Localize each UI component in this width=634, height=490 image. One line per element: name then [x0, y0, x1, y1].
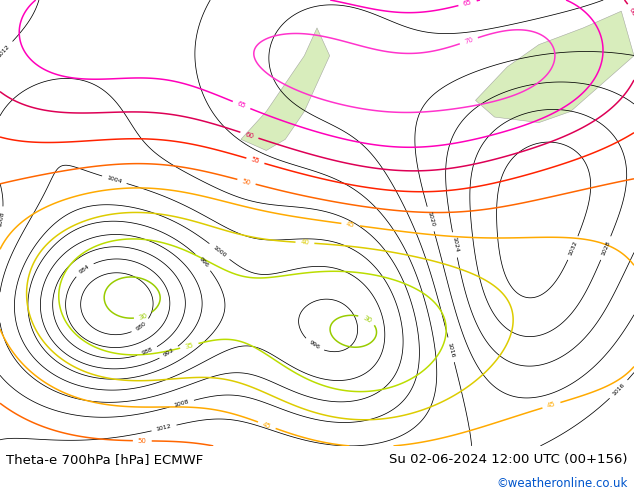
Text: 65: 65	[236, 100, 247, 109]
Text: 60: 60	[628, 7, 634, 18]
Text: 45: 45	[547, 401, 557, 409]
Text: 1004: 1004	[106, 175, 122, 184]
Text: 1016: 1016	[612, 382, 626, 396]
Text: 35: 35	[184, 342, 195, 350]
Text: 1008: 1008	[174, 399, 190, 408]
Text: 30: 30	[362, 315, 373, 324]
Text: 996: 996	[197, 256, 209, 269]
Text: 1028: 1028	[600, 240, 611, 256]
Text: 992: 992	[162, 347, 176, 358]
Text: 45: 45	[346, 221, 356, 228]
Text: 60: 60	[244, 131, 255, 140]
Text: 1012: 1012	[156, 424, 172, 432]
Text: 980: 980	[135, 321, 147, 332]
Text: 988: 988	[141, 347, 154, 356]
Text: 1000: 1000	[212, 245, 227, 258]
Text: 40: 40	[301, 240, 309, 246]
Text: 50: 50	[242, 178, 252, 186]
Text: 984: 984	[78, 264, 91, 275]
Text: 1016: 1016	[447, 342, 455, 358]
Text: 50: 50	[138, 438, 147, 444]
Text: 45: 45	[262, 421, 272, 430]
Text: 996: 996	[308, 340, 321, 351]
Polygon shape	[241, 28, 330, 150]
Text: 55: 55	[250, 157, 261, 165]
Text: Su 02-06-2024 12:00 UTC (00+156): Su 02-06-2024 12:00 UTC (00+156)	[389, 453, 628, 466]
Text: ©weatheronline.co.uk: ©weatheronline.co.uk	[496, 477, 628, 490]
Text: Theta-e 700hPa [hPa] ECMWF: Theta-e 700hPa [hPa] ECMWF	[6, 453, 204, 466]
Text: 65: 65	[463, 0, 472, 7]
Text: 1012: 1012	[0, 44, 11, 58]
Polygon shape	[476, 11, 634, 122]
Text: 1024: 1024	[451, 237, 459, 253]
Text: 1008: 1008	[0, 211, 5, 227]
Text: 1032: 1032	[567, 240, 578, 256]
Text: 70: 70	[463, 36, 474, 45]
Text: 1020: 1020	[426, 211, 435, 227]
Text: 30: 30	[138, 312, 148, 320]
